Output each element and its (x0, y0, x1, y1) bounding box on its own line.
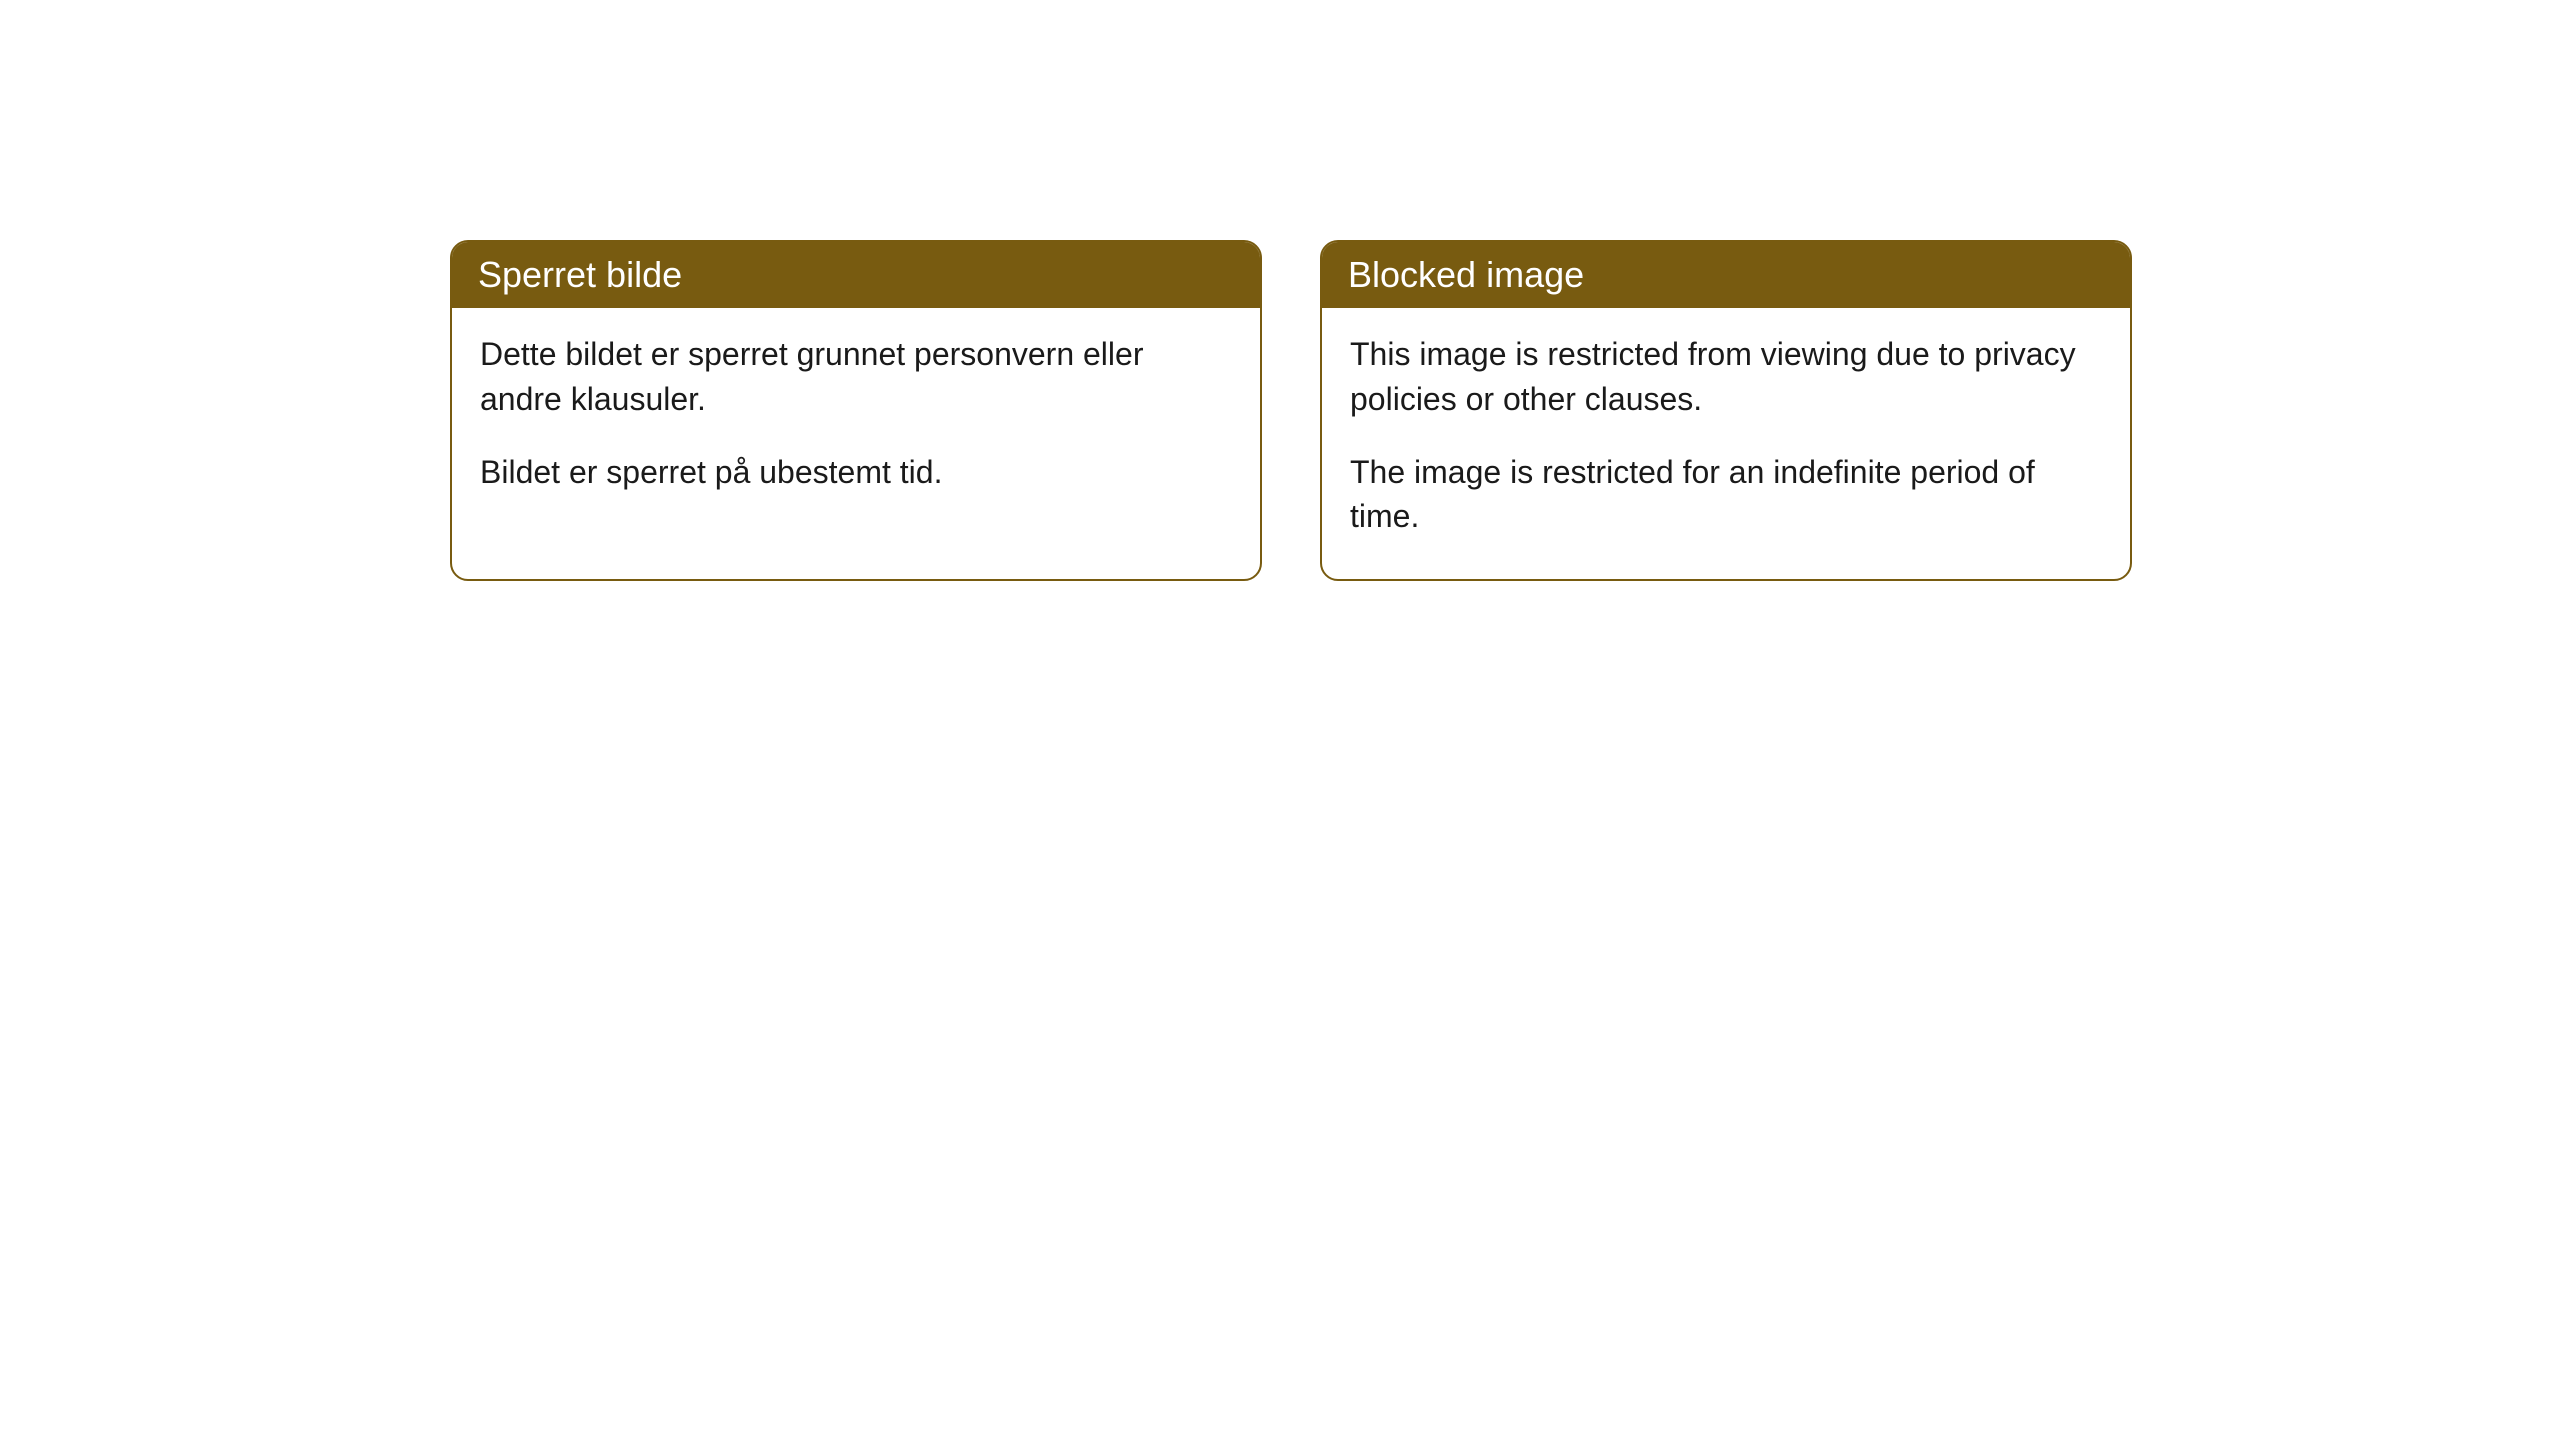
notice-card-norwegian: Sperret bilde Dette bildet er sperret gr… (450, 240, 1262, 581)
card-paragraph: Bildet er sperret på ubestemt tid. (480, 450, 1232, 495)
card-paragraph: The image is restricted for an indefinit… (1350, 450, 2102, 540)
card-header: Sperret bilde (452, 242, 1260, 308)
card-paragraph: This image is restricted from viewing du… (1350, 332, 2102, 422)
card-paragraph: Dette bildet er sperret grunnet personve… (480, 332, 1232, 422)
notice-cards-container: Sperret bilde Dette bildet er sperret gr… (450, 240, 2560, 581)
card-title: Sperret bilde (478, 254, 682, 295)
notice-card-english: Blocked image This image is restricted f… (1320, 240, 2132, 581)
card-body: This image is restricted from viewing du… (1322, 308, 2130, 579)
card-header: Blocked image (1322, 242, 2130, 308)
card-title: Blocked image (1348, 254, 1584, 295)
card-body: Dette bildet er sperret grunnet personve… (452, 308, 1260, 534)
